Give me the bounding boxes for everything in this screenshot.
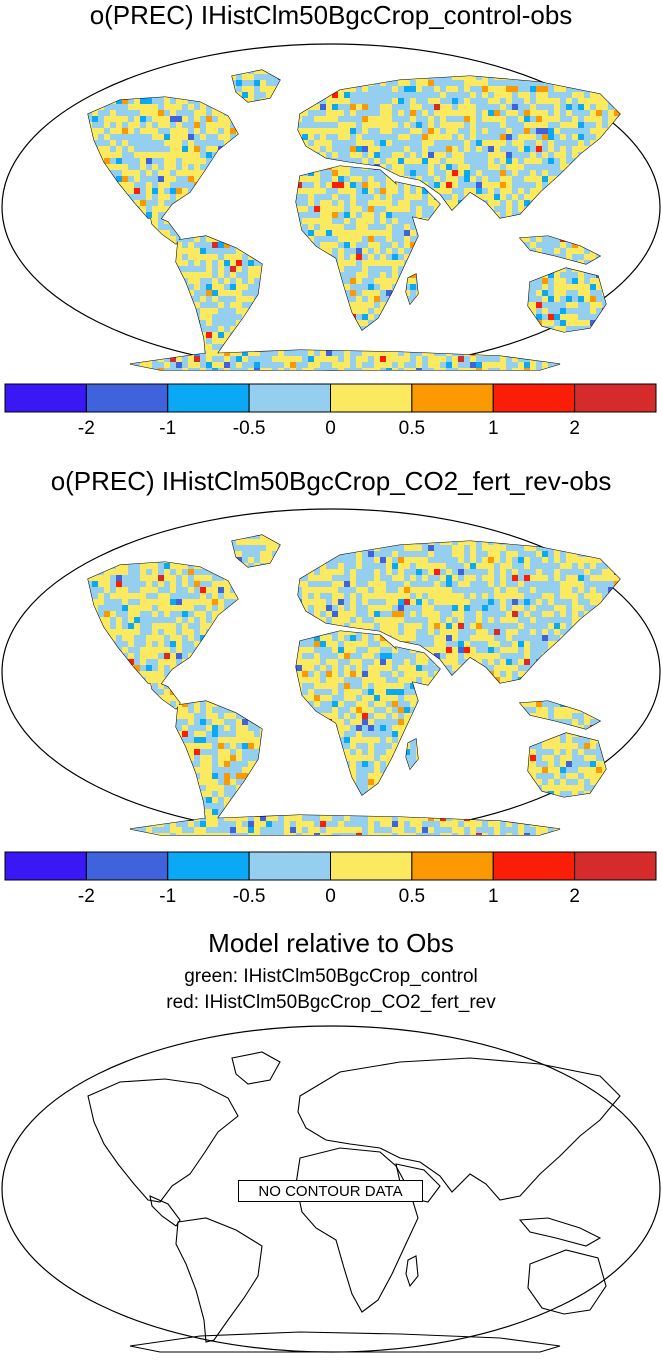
africa-coast	[295, 1147, 419, 1313]
colorbar-tick-label: -0.5	[233, 418, 266, 438]
colorbar-tick-label: -2	[78, 418, 95, 438]
colorbar-swatch	[330, 383, 413, 413]
map-panel-1	[1, 43, 661, 371]
colorbar-swatch	[248, 383, 331, 413]
antarctica-coast	[129, 1331, 561, 1353]
colorbar-2: -2 -1 -0.5 0 0.5 1 2	[4, 851, 657, 906]
colorbar-swatch	[85, 851, 169, 881]
colorbar-tick-label: 0	[325, 886, 336, 906]
colorbar-swatch	[574, 383, 657, 413]
colorbar-swatch	[85, 383, 169, 413]
central-america-coast	[149, 1195, 181, 1227]
colorbar-tick-label: 0.5	[399, 886, 425, 906]
colorbar-1: -2 -1 -0.5 0 0.5 1 2	[4, 383, 657, 438]
greenland-coast	[231, 1051, 281, 1085]
colorbar-tick-label: -2	[78, 886, 95, 906]
madagascar-coast	[405, 1255, 419, 1288]
colorbar-swatch	[492, 383, 576, 413]
colorbar-tick-label: 1	[488, 886, 499, 906]
north-america-coast	[87, 1078, 239, 1203]
colorbar-swatch	[574, 851, 657, 881]
colorbar-swatch	[411, 851, 494, 881]
colorbar-tick-label: 1	[488, 418, 499, 438]
colorbar-tick-label: 2	[569, 418, 580, 438]
colorbar-tick-label: -1	[159, 886, 176, 906]
colorbar-swatch	[4, 383, 87, 413]
colorbar-tick-label: -1	[159, 418, 176, 438]
colorbar-swatch	[167, 851, 250, 881]
colorbar-swatch	[4, 851, 87, 881]
eurasia-coast	[297, 1057, 621, 1201]
colorbar-tick-label: 0	[325, 418, 336, 438]
panel-1-title: o(PREC) IHistClm50BgcCrop_control-obs	[89, 0, 573, 30]
panel-2-title: o(PREC) IHistClm50BgcCrop_CO2_fert_rev-o…	[50, 466, 612, 496]
colorbar-tick-label: -0.5	[233, 886, 266, 906]
colorbar-swatch	[167, 383, 250, 413]
colorbar-swatch	[492, 851, 576, 881]
south-america-coast	[175, 1217, 263, 1343]
continents	[87, 1051, 621, 1353]
colorbar-tick-label: 0.5	[399, 418, 425, 438]
colorbar-swatch	[248, 851, 331, 881]
panel-3-title: Model relative to Obs	[208, 928, 454, 958]
map-panel-2	[1, 508, 661, 836]
colorbar-swatch	[330, 851, 413, 881]
australia-coast	[527, 1249, 607, 1315]
no-contour-data-label: NO CONTOUR DATA	[238, 1180, 423, 1202]
panel-3-legend-red: red: IHistClm50BgcCrop_CO2_fert_rev	[166, 992, 496, 1013]
indonesia-coast	[518, 1217, 602, 1247]
colorbar-tick-label: 2	[569, 886, 580, 906]
panel-3-legend-green: green: IHistClm50BgcCrop_control	[184, 966, 478, 987]
colorbar-swatch	[411, 383, 494, 413]
